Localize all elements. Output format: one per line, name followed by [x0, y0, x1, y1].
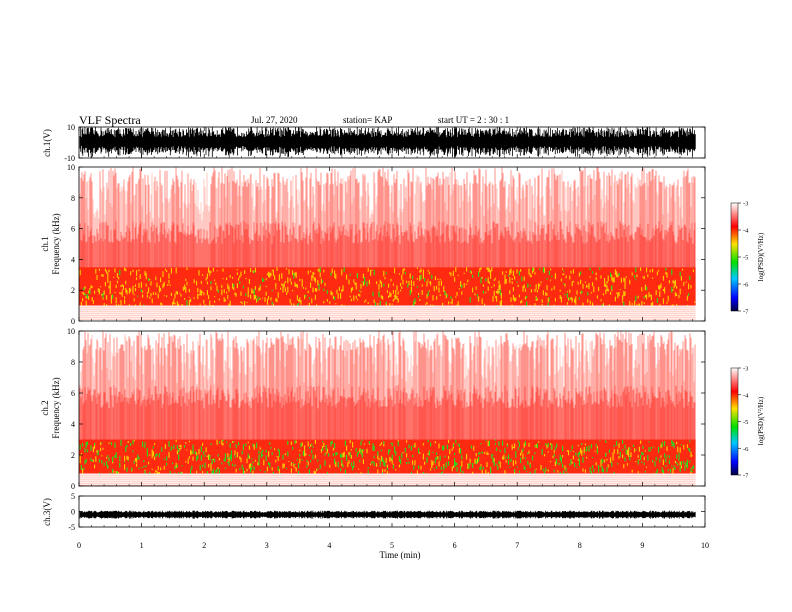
station-label: station= KAP [343, 115, 393, 125]
ch2-colorbar: -3 -4 -5 -6 -7 log(PSD)(V²/Hz) [730, 366, 765, 480]
spectrum-low-cutoff [79, 473, 696, 486]
ch3-waveform-path [79, 510, 696, 519]
time-x-axis: 0 1 2 3 4 5 6 7 8 9 10 [77, 127, 709, 550]
spectrum-yellow-speckle [79, 267, 696, 312]
x-tick-label: 6 [453, 541, 457, 550]
y-tick-label: 8 [71, 194, 75, 203]
y-tick-label: 2 [71, 451, 75, 460]
x-axis-label: Time (min) [380, 550, 421, 560]
y-tick-label: 6 [71, 389, 75, 398]
ch1-spectrogram-panel: 10 8 6 4 2 0 ch.1 Frequency (kHz) [40, 163, 706, 326]
colorbar-tick-label: -4 [743, 228, 749, 235]
start-ut-label: start UT = 2 : 30 : 1 [438, 115, 510, 125]
ch1-waveform-path [79, 127, 696, 158]
y-tick-label: 0 [71, 317, 75, 326]
y-tick-label: 5 [71, 492, 75, 501]
ch1-colorbar-ticks: -3 -4 -5 -6 -7 [738, 201, 749, 316]
ch1-spectrogram-label-freq: Frequency (kHz) [51, 213, 61, 274]
colorbar-tick-label: -3 [743, 201, 748, 208]
ch1-ylabel: ch.1(V) [42, 129, 52, 157]
colorbar-tick-label: -7 [743, 473, 749, 480]
colorbar-tick-label: -6 [743, 282, 749, 289]
ch1-colorbar-gradient [730, 202, 739, 312]
colorbar-tick-label: -5 [743, 419, 748, 426]
colorbar-tick-label: -6 [743, 446, 749, 453]
ch2-spectrogram-label-ch: ch.2 [40, 400, 50, 415]
ch1-colorbar-label: log(PSD)(V²/Hz) [757, 232, 765, 281]
y-tick-label: 2 [71, 286, 75, 295]
ch2-spectrogram-label-freq: Frequency (kHz) [51, 377, 61, 438]
y-tick-label: 0 [71, 482, 75, 491]
ch2-spectrogram-heatmap [79, 331, 696, 486]
ch1-colorbar: -3 -4 -5 -6 -7 log(PSD)(V²/Hz) [730, 201, 765, 316]
spectrum-mid-dense [79, 220, 696, 268]
colorbar-tick-label: -7 [743, 309, 749, 316]
y-tick-label: 6 [71, 225, 75, 234]
ch3-ylabel: ch.3(V) [42, 498, 52, 526]
y-tick-label: 0 [71, 508, 75, 517]
ch1-waveform-trace [79, 127, 696, 158]
x-tick-label: 9 [640, 541, 644, 550]
y-tick-label: 10 [67, 123, 75, 132]
y-tick-label: 4 [71, 255, 75, 264]
date-label: Jul. 27, 2020 [251, 115, 298, 125]
ch1-spectrogram-heatmap [79, 167, 696, 321]
chart-title: VLF Spectra [79, 113, 141, 127]
ch2-spectrogram-y-axis: 10 8 6 4 2 0 [67, 327, 705, 491]
ch3-waveform-trace [79, 510, 696, 519]
colorbar-tick-label: -4 [743, 392, 749, 399]
y-tick-label: 8 [71, 358, 75, 367]
y-tick-label: 10 [67, 327, 75, 336]
x-tick-label: 10 [701, 541, 709, 550]
colorbar-tick-label: -5 [743, 255, 748, 262]
ch2-colorbar-gradient [730, 367, 739, 476]
x-tick-label: 4 [327, 541, 331, 550]
x-tick-label: 5 [390, 541, 394, 550]
ch2-colorbar-label: log(PSD)(V²/Hz) [757, 396, 765, 445]
spectrum-green-speckle [83, 267, 691, 310]
y-tick-label: -5 [68, 523, 75, 532]
y-tick-label: 10 [67, 163, 75, 172]
ch3-y-axis: 5 0 -5 [68, 492, 705, 532]
ch1-spectrogram-y-axis: 10 8 6 4 2 0 [67, 163, 705, 326]
y-tick-label: -10 [64, 154, 75, 163]
x-tick-label: 1 [140, 541, 144, 550]
ch2-spectrogram-panel: 10 8 6 4 2 0 ch.2 Frequency (kHz) [40, 327, 706, 491]
spectrum-high-speckle [79, 167, 696, 268]
x-tick-label: 8 [578, 541, 582, 550]
x-tick-label: 2 [202, 541, 206, 550]
colorbar-tick-label: -3 [743, 366, 748, 373]
x-tick-label: 0 [77, 541, 81, 550]
y-tick-label: 4 [71, 420, 75, 429]
ch2-colorbar-ticks: -3 -4 -5 -6 -7 [738, 366, 749, 480]
ch1-y-axis: 10 -10 [64, 123, 705, 163]
x-tick-label: 3 [265, 541, 269, 550]
spectrum-mid-dense [79, 385, 696, 440]
spectrum-green-speckle [79, 439, 694, 480]
x-tick-label: 7 [515, 541, 519, 550]
ch1-spectrogram-label-ch: ch.1 [40, 236, 50, 251]
